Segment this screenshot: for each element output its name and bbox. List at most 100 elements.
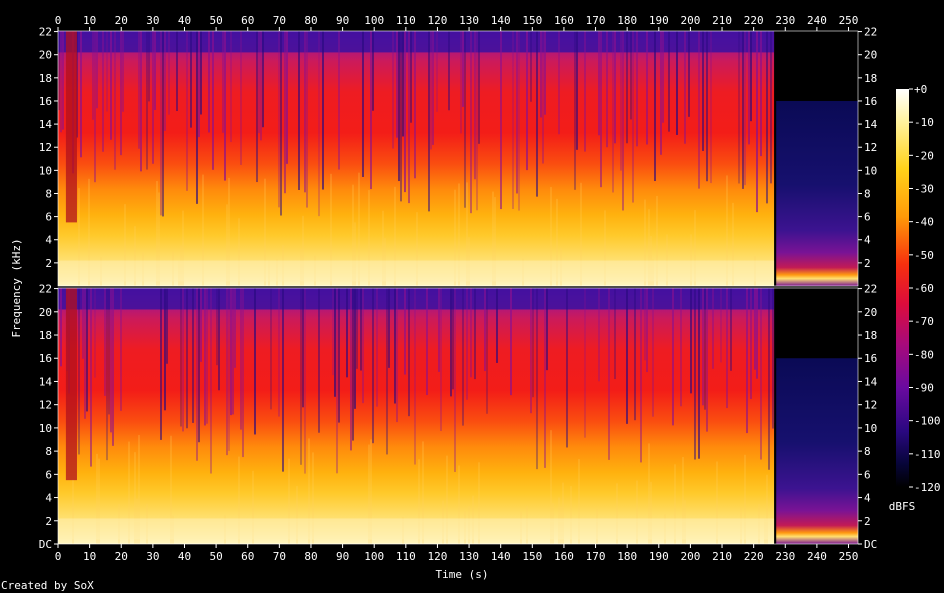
texture-streak [124,204,126,286]
texture-streak [164,31,166,131]
texture-streak [668,31,670,132]
x-tick-label: 180 [617,14,637,27]
texture-streak [306,31,308,208]
texture-streak [396,31,398,138]
texture-streak [160,288,162,440]
texture-streak [186,31,188,191]
x-tick-label: 140 [491,14,511,27]
texture-streak [204,288,206,426]
texture-streak [530,31,532,102]
texture-streak [362,31,364,177]
texture-streak [732,202,734,286]
texture-streak [350,288,352,451]
texture-streak [72,479,74,544]
texture-streak [486,288,488,414]
texture-streak [270,288,272,410]
texture-streak [166,288,168,364]
texture-streak [196,31,198,204]
texture-streak [382,210,384,286]
texture-streak [134,452,136,544]
texture-streak [278,31,280,208]
texture-streak [742,31,744,189]
texture-streak [120,31,122,156]
y-tick-label: 20 [39,306,52,319]
y-tick-label: 6 [45,468,52,481]
texture-streak [96,453,98,544]
texture-streak [414,31,416,179]
texture-streak [614,31,616,144]
y-tick-label: 18 [864,329,877,342]
colorbar-label: dBFS [889,500,916,513]
texture-streak [748,31,750,145]
y-tick-label: 8 [45,445,52,458]
texture-streak [650,481,652,544]
colorbar-tick-label: -60 [914,282,934,295]
texture-streak [368,444,370,544]
texture-streak [404,288,406,375]
x-tick-label: 170 [586,550,606,563]
x-tick-label: 50 [209,550,222,563]
y-axis-label: Frequency (kHz) [10,238,23,337]
texture-streak [392,31,394,149]
texture-streak [240,288,242,430]
texture-streak [308,438,310,544]
texture-streak [216,288,218,366]
x-tick-label: 0 [55,550,62,563]
x-tick-label: 130 [459,14,479,27]
colorbar-tick-label: -40 [914,216,934,229]
texture-streak [76,31,78,138]
y-tick-label: 8 [864,445,871,458]
texture-streak [760,288,762,460]
texture-streak [656,195,658,286]
y-tick-label: 2 [45,257,52,270]
texture-streak [180,288,182,427]
texture-streak [500,31,502,210]
texture-streak [526,31,528,171]
texture-streak [332,288,334,376]
texture-streak [240,31,242,165]
texture-streak [122,31,124,112]
texture-streak [304,31,306,193]
texture-streak [620,31,622,171]
x-tick-label: 100 [364,550,384,563]
texture-streak [154,31,156,111]
texture-streak [580,182,582,286]
texture-streak [312,452,314,544]
y-tick-label: 16 [39,352,52,365]
texture-streak [418,459,420,544]
x-tick-label: 10 [83,550,96,563]
texture-streak [238,456,240,544]
texture-streak [766,474,768,544]
channel-1-spectrogram [57,30,859,287]
texture-streak [448,31,450,111]
texture-streak [492,191,494,286]
texture-streak [532,288,534,398]
colorbar: +0 -10 -20 -30 -40 -50 -60 -70 -80 -90 -100 -110 -12… [896,83,941,494]
texture-streak [282,288,284,472]
texture-streak [98,458,100,544]
texture-streak [626,31,628,144]
texture-streak [330,173,332,286]
texture-streak [230,288,232,416]
texture-streak [158,192,160,286]
texture-streak [288,458,290,544]
texture-streak [238,218,240,286]
texture-streak [354,288,356,409]
texture-streak [318,288,320,433]
texture-streak [626,288,628,424]
texture-streak [754,288,756,370]
texture-streak [462,31,464,107]
texture-streak [544,288,546,468]
texture-streak [110,288,112,433]
texture-streak [212,31,214,170]
texture-streak [576,31,578,150]
texture-streak [454,288,456,472]
texture-streak [648,209,650,286]
x-tick-label: 50 [209,14,222,27]
texture-streak [202,174,204,286]
texture-streak [400,31,402,202]
x-tick-label: 60 [241,14,254,27]
texture-streak [352,184,354,286]
texture-streak [368,190,370,286]
x-tick-label: 0 [55,14,62,27]
